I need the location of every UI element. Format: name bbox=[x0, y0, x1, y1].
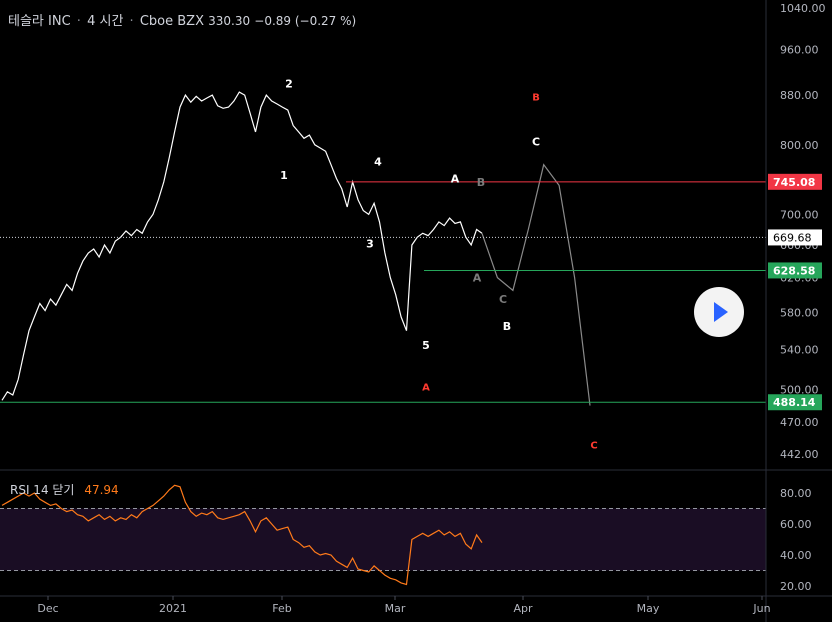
wave-label: C bbox=[532, 136, 540, 149]
price-level-value: 628.58 bbox=[773, 264, 815, 277]
price-tick-label: 1040.00 bbox=[780, 2, 826, 15]
symbol-legend: 테슬라 INC · 4 시간 · Cboe BZX 330.30 −0.89 (… bbox=[8, 10, 356, 29]
price-level-tag[interactable] bbox=[768, 173, 822, 190]
price-tick-label: 960.00 bbox=[780, 44, 819, 57]
price-pane[interactable]: 2 1 4 3 5 A B A C B C A B C bbox=[0, 77, 832, 471]
rsi-value: 47.94 bbox=[84, 483, 119, 497]
price-level-tag[interactable] bbox=[768, 262, 822, 279]
wave-label: A bbox=[422, 383, 430, 394]
projection-path[interactable] bbox=[481, 163, 591, 406]
wave-label: 5 bbox=[422, 339, 430, 352]
price-line[interactable] bbox=[1, 91, 483, 401]
price-level-tag[interactable] bbox=[768, 394, 822, 411]
price-tick-label: 442.00 bbox=[780, 448, 819, 461]
wave-label: B bbox=[532, 92, 540, 103]
time-tick-label: Jun bbox=[752, 602, 770, 615]
separator-dot: · bbox=[129, 14, 134, 29]
rsi-band bbox=[0, 508, 766, 571]
interval-label[interactable]: 4 시간 bbox=[87, 14, 124, 29]
price-level-value: 488.14 bbox=[773, 396, 816, 409]
price-axis[interactable]: 442.00470.00500.00540.00580.00620.00660.… bbox=[765, 0, 826, 622]
time-axis[interactable]: Dec 2021 Feb Mar Apr May Jun bbox=[0, 595, 832, 615]
wave-label: B bbox=[503, 320, 511, 333]
wave-label: A bbox=[451, 172, 460, 185]
play-icon bbox=[714, 302, 728, 322]
rsi-tick-label: 40.00 bbox=[780, 549, 812, 562]
exchange-label: Cboe BZX bbox=[139, 14, 204, 29]
price-level-value: 745.08 bbox=[773, 176, 815, 189]
rsi-line[interactable] bbox=[1, 484, 483, 586]
price-change: −0.89 (−0.27 %) bbox=[254, 14, 357, 28]
wave-label: B bbox=[477, 176, 485, 189]
time-tick-label: Dec bbox=[37, 602, 58, 615]
last-price: 330.30 bbox=[208, 14, 251, 28]
wave-label: 2 bbox=[285, 77, 293, 90]
symbol-name[interactable]: 테슬라 INC bbox=[8, 14, 71, 29]
price-tick-label: 800.00 bbox=[780, 139, 819, 152]
rsi-tick-label: 60.00 bbox=[780, 518, 812, 531]
wave-label: 4 bbox=[374, 155, 382, 168]
price-tick-label: 500.00 bbox=[780, 384, 819, 397]
rsi-legend[interactable]: RSI 14 닫기 47.94 bbox=[10, 481, 119, 498]
rsi-pane[interactable] bbox=[0, 484, 766, 586]
current-price-tag bbox=[768, 229, 822, 246]
price-tick-label: 470.00 bbox=[780, 416, 819, 429]
wave-label: C bbox=[499, 293, 507, 306]
time-tick-label: Apr bbox=[513, 602, 533, 615]
wave-label: C bbox=[590, 441, 597, 452]
rsi-tick-label: 20.00 bbox=[780, 580, 812, 593]
wave-label: 3 bbox=[366, 237, 374, 250]
time-tick-label: Mar bbox=[385, 602, 406, 615]
current-price-value: 669.68 bbox=[773, 231, 812, 244]
time-tick-label: May bbox=[637, 602, 660, 615]
play-button[interactable] bbox=[694, 287, 744, 337]
price-tick-label: 540.00 bbox=[780, 344, 819, 357]
separator-dot: · bbox=[76, 14, 81, 29]
price-tick-label: 700.00 bbox=[780, 208, 819, 221]
time-tick-label: 2021 bbox=[159, 602, 187, 615]
wave-label: A bbox=[473, 272, 482, 285]
price-tick-label: 580.00 bbox=[780, 306, 819, 319]
wave-label: 1 bbox=[280, 169, 288, 182]
rsi-tick-label: 80.00 bbox=[780, 487, 812, 500]
time-tick-label: Feb bbox=[272, 602, 291, 615]
rsi-label: RSI 14 닫기 bbox=[10, 483, 75, 497]
price-tick-label: 880.00 bbox=[780, 89, 819, 102]
